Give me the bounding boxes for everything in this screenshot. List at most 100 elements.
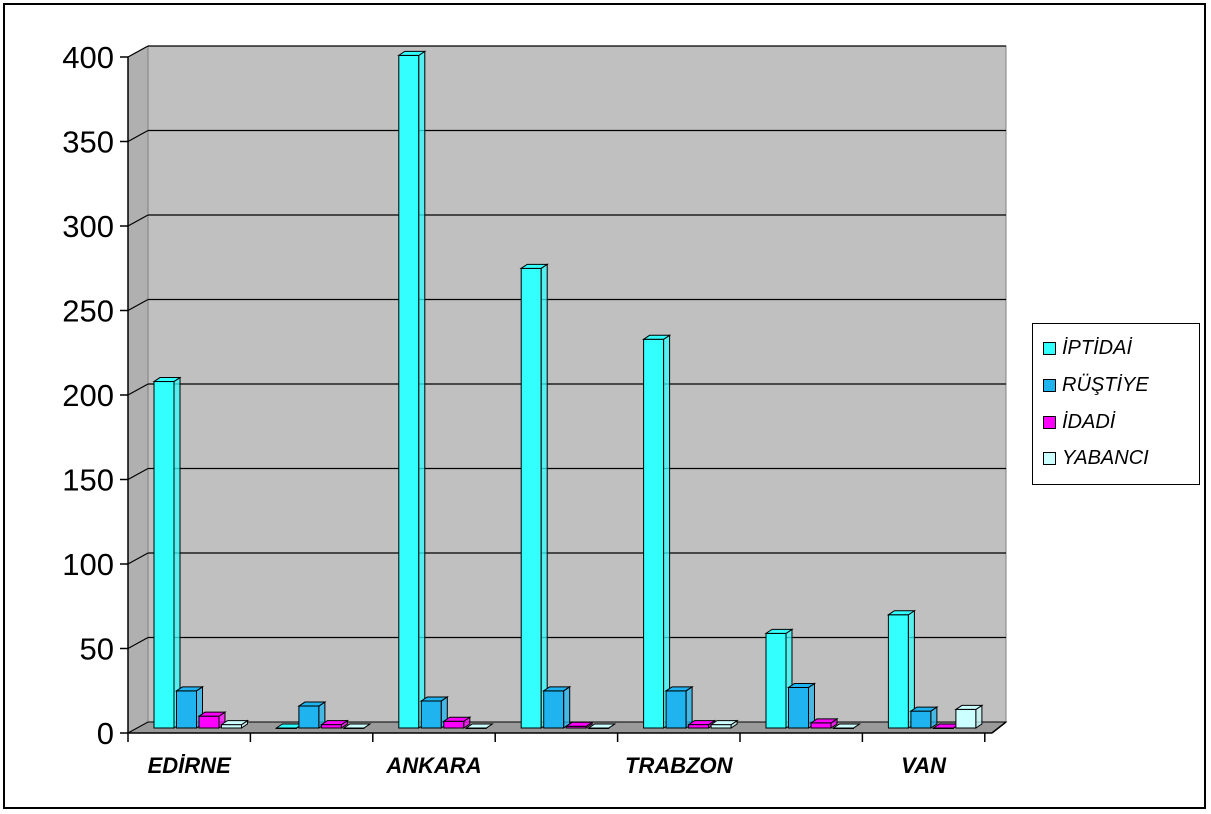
bar-top (564, 721, 594, 727)
bar-top (197, 711, 227, 717)
bar-top (809, 718, 839, 724)
bar-top (419, 696, 449, 702)
grid-line-diag (127, 214, 149, 227)
y-tick-label: 50 (80, 632, 114, 667)
bar-top (542, 686, 572, 692)
bar (519, 263, 549, 729)
bar (319, 719, 350, 729)
bar-top (319, 720, 350, 726)
y-tick-label: 0 (97, 716, 114, 751)
bar (297, 701, 327, 729)
bar-top (909, 706, 939, 712)
bar-front (688, 724, 710, 729)
bar-top (786, 682, 817, 688)
x-axis-labels: EDİRNE ANKARA TRABZON VAN (148, 753, 947, 778)
bar-side (563, 685, 571, 729)
bar-top (342, 723, 372, 729)
y-tick-label: 300 (62, 209, 114, 244)
bar-front (810, 722, 832, 729)
bar-top (397, 50, 427, 56)
bar-top (954, 704, 984, 710)
bar-front (443, 720, 465, 729)
legend-label-iptidai: İPTİDAİ (1062, 336, 1133, 359)
bar (641, 334, 672, 729)
bar-top (764, 628, 794, 634)
x-category-label: TRABZON (625, 753, 734, 778)
bars (152, 50, 984, 729)
bar-front (298, 705, 320, 729)
bar (197, 711, 227, 729)
bar-top (587, 723, 617, 729)
bar-front (765, 632, 787, 729)
bar-side (418, 50, 426, 729)
bar (909, 706, 939, 729)
bar (397, 50, 427, 729)
bar (219, 719, 250, 729)
bar-front (665, 690, 687, 729)
bar (954, 704, 984, 729)
bar-top (442, 716, 472, 722)
bar-side (540, 263, 548, 729)
bar-front (910, 710, 932, 729)
bar (709, 719, 739, 729)
bar-front (643, 338, 665, 729)
y-tick-label: 100 (62, 547, 114, 582)
legend-label-yabanci: YABANCI (1062, 446, 1149, 469)
bar-top (464, 723, 494, 729)
bar (152, 376, 182, 729)
bar-top (831, 723, 862, 729)
grid-line-diag (127, 129, 149, 143)
grid-line-diag (127, 552, 149, 565)
bar-top (709, 720, 739, 726)
bar (809, 717, 839, 729)
y-tick-label: 150 (62, 463, 114, 498)
bar-top (519, 263, 549, 269)
y-tick-label: 200 (62, 378, 114, 413)
bar-side (685, 685, 693, 729)
legend-item-yabanci: YABANCI (1043, 444, 1149, 472)
bar-front (176, 690, 197, 729)
x-category-label: EDİRNE (148, 753, 232, 778)
bar-top (152, 377, 182, 383)
grid-line-diag (127, 383, 149, 396)
bar-front (520, 267, 542, 729)
bar-top (664, 686, 694, 692)
bar (664, 685, 694, 729)
y-tick-label: 350 (62, 125, 114, 160)
bar (542, 685, 572, 729)
bar-front (198, 715, 220, 729)
legend-item-rustiye: RÜŞTİYE (1043, 371, 1149, 399)
plot-wall (127, 45, 1007, 734)
legend-label-rustiye: RÜŞTİYE (1062, 373, 1149, 396)
legend-swatch-rustiye (1043, 378, 1056, 392)
bar-top (641, 334, 672, 340)
bar-top (686, 720, 717, 726)
bar-front (955, 708, 977, 729)
grid-line-diag (127, 467, 149, 481)
bar-front (543, 690, 565, 729)
legend: İPTİDAİ RÜŞTİYE İDADİ YABANCI (1032, 323, 1200, 485)
bar-front (398, 54, 420, 729)
bar (564, 721, 594, 729)
bar-front (320, 724, 342, 729)
legend-swatch-idadi (1043, 415, 1056, 429)
bar (587, 723, 617, 729)
grid-line-diag (127, 45, 149, 58)
x-category-label: VAN (901, 753, 947, 778)
bar-front (221, 724, 242, 729)
grid-lines (127, 45, 1006, 650)
bar-front (788, 686, 809, 729)
bar (786, 682, 817, 729)
grid-line-diag (127, 636, 149, 650)
bar-top (219, 720, 250, 726)
bar-top (297, 701, 327, 707)
bar-side (663, 334, 671, 729)
legend-item-iptidai: İPTİDAİ (1043, 334, 1132, 362)
y-axis-ticks: 0 50 100 150 200 250 300 350 400 (62, 40, 128, 751)
bar-front (153, 381, 175, 729)
bar-top (886, 610, 917, 616)
bar-top (174, 686, 205, 692)
y-tick-label: 400 (62, 40, 114, 75)
x-axis-end (991, 721, 1007, 734)
